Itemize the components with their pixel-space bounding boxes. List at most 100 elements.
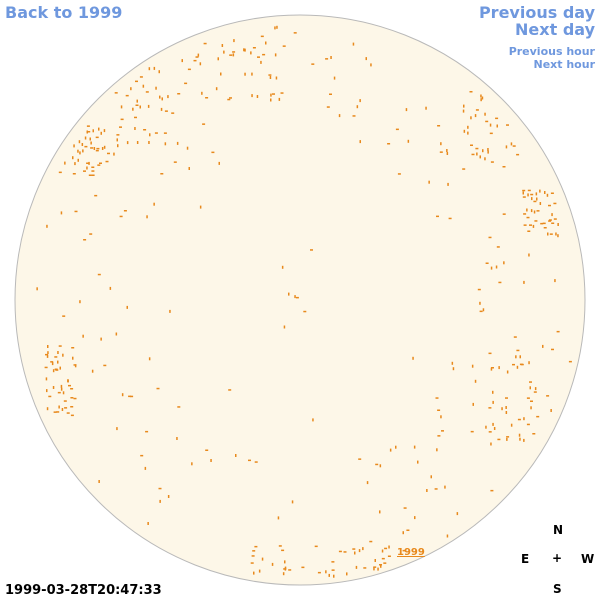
feature-mark <box>202 123 206 125</box>
feature-mark <box>57 351 59 354</box>
feature-mark <box>159 499 161 503</box>
feature-mark <box>288 569 292 571</box>
feature-mark <box>441 430 444 432</box>
feature-mark <box>312 418 314 422</box>
feature-mark <box>492 390 494 394</box>
feature-mark <box>139 76 143 78</box>
feature-mark <box>467 125 469 129</box>
feature-mark <box>70 388 74 390</box>
feature-mark <box>381 549 384 553</box>
feature-mark <box>519 437 521 441</box>
feature-mark <box>426 489 428 492</box>
feature-mark <box>435 397 439 399</box>
feature-mark <box>88 174 92 176</box>
feature-mark <box>244 48 246 52</box>
feature-mark <box>542 222 546 225</box>
feature-mark <box>477 288 481 291</box>
feature-mark <box>135 80 138 83</box>
feature-mark <box>519 355 521 359</box>
feature-mark <box>373 566 377 568</box>
feature-mark <box>534 220 538 222</box>
feature-mark <box>142 84 145 88</box>
feature-mark <box>96 147 100 150</box>
feature-mark <box>77 149 79 153</box>
feature-mark <box>355 565 358 569</box>
next-hour-link[interactable]: Next hour <box>533 58 596 71</box>
feature-mark <box>523 213 527 215</box>
feature-mark <box>82 334 84 338</box>
feature-mark <box>177 93 181 95</box>
feature-mark <box>60 387 63 391</box>
year-link[interactable]: 1999 <box>397 547 425 558</box>
feature-mark <box>146 215 148 219</box>
feature-mark <box>554 279 556 283</box>
feature-mark <box>195 56 199 58</box>
feature-mark <box>60 384 63 388</box>
feature-mark <box>480 94 482 98</box>
feature-mark <box>155 86 157 90</box>
feature-mark <box>496 124 498 128</box>
feature-mark <box>58 171 62 174</box>
feature-mark <box>479 310 483 313</box>
feature-mark <box>352 42 355 46</box>
feature-mark <box>169 309 171 313</box>
feature-mark <box>482 308 485 312</box>
feature-mark <box>506 436 510 438</box>
feature-mark <box>64 407 68 409</box>
feature-mark <box>479 301 481 305</box>
feature-mark <box>456 512 459 516</box>
feature-mark <box>100 131 102 135</box>
feature-mark <box>260 60 262 64</box>
feature-mark <box>87 131 91 133</box>
feature-mark <box>536 210 540 212</box>
feature-mark <box>295 296 299 299</box>
feature-mark <box>546 193 549 197</box>
feature-mark <box>148 141 150 144</box>
feature-mark <box>228 389 232 391</box>
feature-mark <box>171 112 175 114</box>
feature-mark <box>513 336 517 338</box>
feature-mark <box>258 569 261 573</box>
feature-mark <box>252 47 256 49</box>
feature-mark <box>489 123 492 127</box>
feature-mark <box>70 397 74 399</box>
feature-mark <box>303 310 307 313</box>
feature-mark <box>116 427 118 431</box>
feature-mark <box>487 148 489 151</box>
feature-mark <box>522 191 524 195</box>
previous-hour-link[interactable]: Previous hour <box>508 45 595 58</box>
feature-mark <box>331 561 335 563</box>
feature-mark <box>523 438 525 442</box>
feature-mark <box>528 361 530 365</box>
feature-mark <box>54 356 58 358</box>
feature-mark <box>114 92 118 94</box>
feature-mark <box>497 438 501 441</box>
feature-mark <box>98 480 100 483</box>
feature-mark <box>211 151 215 154</box>
feature-mark <box>78 140 81 144</box>
feature-mark <box>358 549 361 553</box>
feature-mark <box>191 462 193 466</box>
feature-mark <box>81 143 84 146</box>
feature-mark <box>244 72 246 76</box>
feature-mark <box>254 461 258 463</box>
feature-mark <box>116 138 118 142</box>
compass-south: S <box>553 582 562 596</box>
feature-mark <box>105 160 109 163</box>
feature-mark <box>270 98 272 102</box>
feature-mark <box>160 107 163 111</box>
feature-mark <box>86 125 90 127</box>
feature-mark <box>447 182 449 186</box>
previous-day-link[interactable]: Previous day <box>478 3 595 22</box>
feature-mark <box>94 194 98 197</box>
feature-mark <box>177 406 181 408</box>
next-day-link[interactable]: Next day <box>515 20 595 39</box>
back-to-year-link[interactable]: Back to 1999 <box>5 3 123 22</box>
feature-mark <box>407 139 410 143</box>
feature-mark <box>549 233 553 235</box>
feature-mark <box>546 395 550 397</box>
feature-mark <box>283 568 287 570</box>
feature-mark <box>270 93 272 97</box>
feature-mark <box>512 363 515 366</box>
feature-mark <box>64 161 66 165</box>
